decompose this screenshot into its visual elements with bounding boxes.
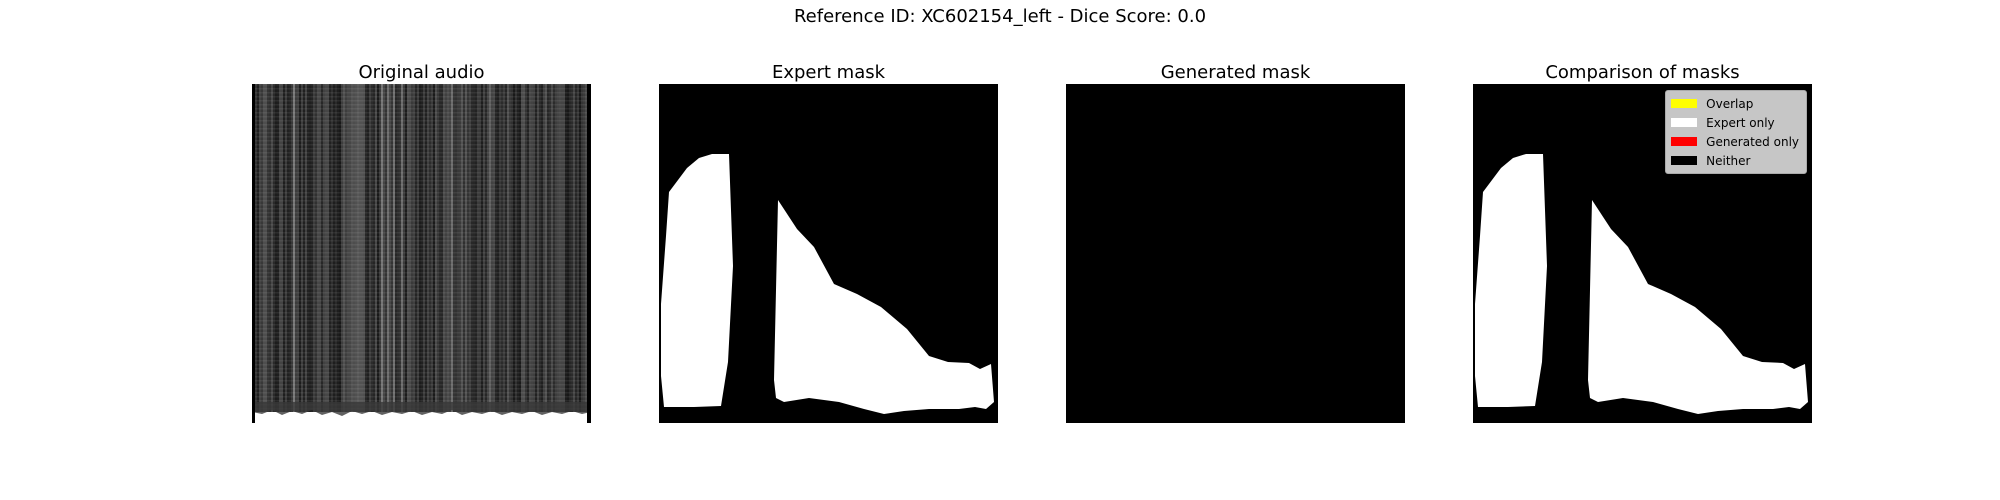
legend-label-overlap: Overlap — [1706, 96, 1754, 111]
legend-item-overlap: Overlap — [1671, 94, 1799, 113]
legend-label-neither: Neither — [1706, 153, 1751, 168]
legend-label-expert-only: Expert only — [1706, 115, 1775, 130]
comparison-legend: Overlap Expert only Generated only Neith… — [1665, 90, 1807, 174]
generated-mask-image — [1066, 84, 1405, 423]
spectrogram-image — [252, 84, 591, 423]
panel-title-expert-mask: Expert mask — [771, 62, 886, 83]
comparison-mask-image: Overlap Expert only Generated only Neith… — [1473, 84, 1812, 423]
panel-title-generated-mask: Generated mask — [1160, 62, 1311, 83]
figure-suptitle: Reference ID: XC602154_left - Dice Score… — [793, 6, 1207, 27]
spectrogram-graphic — [252, 84, 591, 423]
expert-mask-graphic — [659, 84, 998, 423]
comparison-expert-only-right — [1588, 200, 1808, 414]
legend-item-neither: Neither — [1671, 151, 1799, 170]
panel-original-audio: Original audio — [252, 62, 591, 423]
expert-mask-region-right — [774, 200, 994, 414]
panel-generated-mask: Generated mask — [1066, 62, 1405, 423]
comparison-expert-only-left — [1475, 154, 1547, 407]
expert-mask-region-left — [661, 154, 733, 407]
legend-swatch-expert-only — [1671, 118, 1698, 127]
legend-label-generated-only: Generated only — [1706, 134, 1799, 149]
panel-title-comparison: Comparison of masks — [1545, 62, 1740, 83]
panel-title-original-audio: Original audio — [358, 62, 485, 83]
legend-item-expert-only: Expert only — [1671, 113, 1799, 132]
panel-comparison: Comparison of masks Overlap Expert only … — [1473, 62, 1812, 423]
legend-swatch-neither — [1671, 156, 1698, 165]
legend-swatch-overlap — [1671, 99, 1698, 108]
legend-swatch-generated-only — [1671, 137, 1698, 146]
panel-expert-mask: Expert mask — [659, 62, 998, 423]
legend-item-generated-only: Generated only — [1671, 132, 1799, 151]
expert-mask-image — [659, 84, 998, 423]
